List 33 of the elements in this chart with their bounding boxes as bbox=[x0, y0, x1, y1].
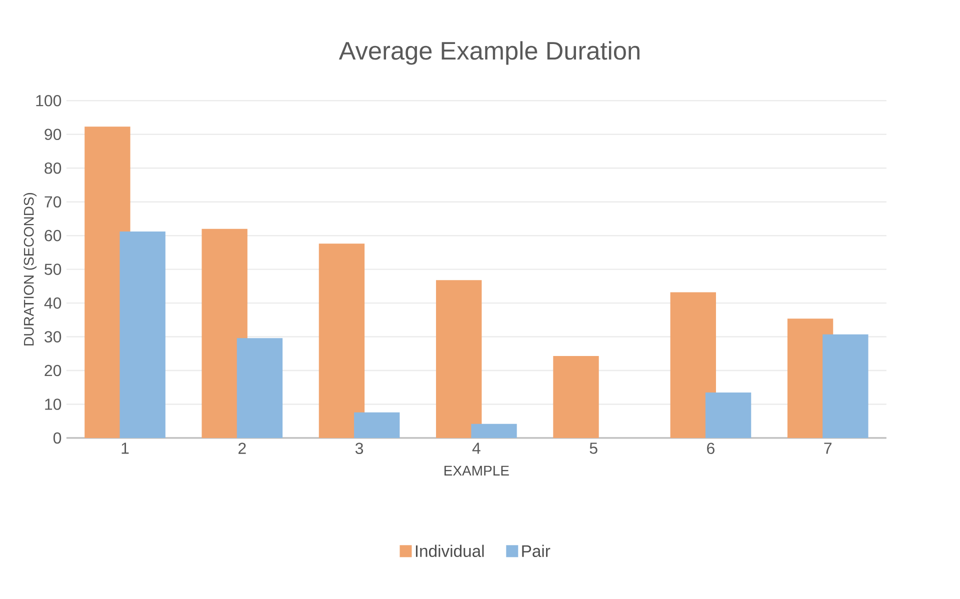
y-tick-label: 70 bbox=[44, 196, 62, 208]
bar bbox=[236, 338, 283, 438]
y-tick-label: 10 bbox=[45, 398, 62, 410]
x-tick-label: 6 bbox=[707, 442, 714, 454]
bar bbox=[318, 244, 365, 438]
bar bbox=[553, 356, 599, 438]
bar bbox=[705, 392, 752, 438]
y-tick-label: 0 bbox=[53, 432, 62, 444]
y-tick-label: 90 bbox=[44, 128, 62, 140]
y-tick-label: 30 bbox=[44, 331, 62, 342]
y-tick-label: 100 bbox=[36, 95, 62, 106]
x-tick-label: 3 bbox=[355, 442, 364, 454]
x-tick-label: 2 bbox=[238, 442, 246, 454]
legend-label: Individual bbox=[416, 544, 484, 558]
bar bbox=[436, 280, 482, 438]
bar bbox=[471, 424, 517, 438]
y-axis-title: DURATION (SECONDS) bbox=[24, 192, 37, 346]
y-tick-label: 60 bbox=[44, 230, 62, 242]
x-tick-label: 7 bbox=[824, 442, 832, 454]
y-tick-label: 50 bbox=[44, 264, 62, 275]
bar bbox=[120, 232, 166, 438]
x-tick-label: 4 bbox=[472, 442, 480, 454]
bar bbox=[822, 334, 868, 438]
legend-label: Pair bbox=[522, 544, 550, 558]
y-tick-label: 20 bbox=[44, 364, 62, 376]
bar bbox=[670, 292, 716, 438]
x-tick-label: 1 bbox=[122, 442, 129, 454]
chart-title: Average Example Duration bbox=[338, 41, 640, 65]
x-tick-label: 5 bbox=[590, 442, 598, 454]
y-tick-label: 40 bbox=[44, 297, 62, 309]
y-tick-label: 80 bbox=[44, 162, 62, 174]
bar bbox=[354, 412, 400, 438]
x-axis-title: EXAMPLE bbox=[444, 466, 509, 476]
